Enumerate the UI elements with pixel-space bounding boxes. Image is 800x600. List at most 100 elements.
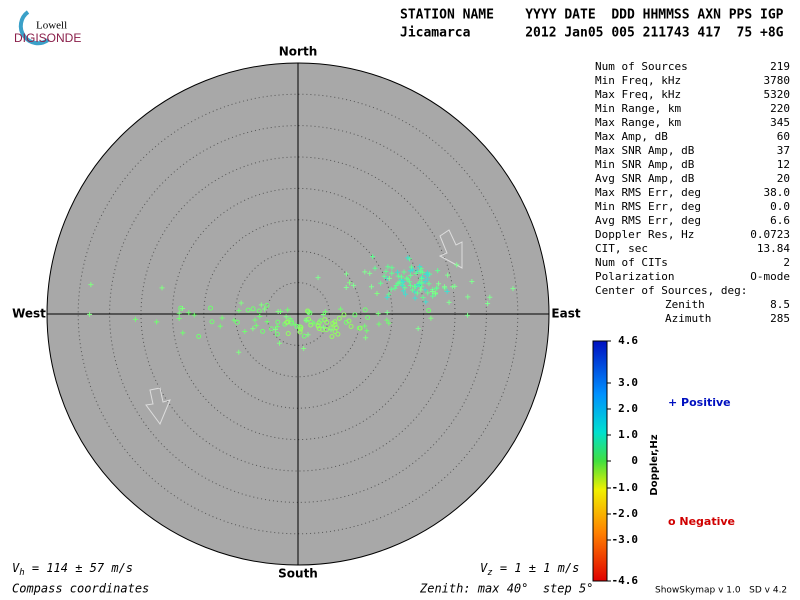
source-positive (469, 278, 475, 284)
stat-label: Max SNR Amp, dB (595, 144, 695, 157)
source-negative (285, 331, 291, 337)
stat-value: 2 (783, 256, 790, 269)
source-negative (209, 319, 215, 325)
colorbar-tick-label: 0 (631, 454, 638, 467)
source-negative (348, 323, 354, 329)
source-positive (275, 308, 281, 314)
stat-label: Max Freq, kHz (595, 88, 681, 101)
source-negative (268, 326, 274, 332)
source-positive (430, 293, 436, 299)
stat-value: 3780 (764, 74, 791, 87)
source-positive (510, 286, 516, 292)
source-positive (411, 283, 417, 289)
source-positive (444, 288, 450, 294)
source-positive (420, 295, 426, 301)
source-positive (389, 265, 395, 271)
source-positive (434, 285, 440, 291)
source-positive (395, 273, 401, 279)
colorbar-tick-label: 1.0 (618, 428, 638, 441)
source-positive (362, 269, 368, 275)
source-negative (264, 302, 270, 308)
source-positive (417, 268, 423, 274)
source-positive (351, 282, 357, 288)
source-positive (418, 287, 424, 293)
source-positive (362, 323, 368, 329)
colorbar (592, 340, 608, 582)
zenith-info: Zenith: max 40° step 5° (419, 582, 593, 596)
source-positive (408, 272, 414, 278)
source-negative (426, 308, 432, 314)
source-positive (301, 345, 307, 351)
source-positive (395, 280, 401, 286)
stat-value: 219 (770, 60, 790, 73)
source-negative (245, 307, 251, 313)
source-positive (485, 301, 491, 307)
direction-label: West (12, 307, 46, 321)
source-positive (436, 281, 442, 287)
source-positive (186, 310, 192, 316)
logo-top: Lowell (36, 20, 67, 32)
source-positive (303, 317, 309, 323)
source-positive (262, 306, 268, 312)
source-positive (219, 315, 225, 321)
source-positive (428, 315, 434, 321)
source-positive (442, 284, 448, 290)
source-positive (132, 316, 138, 322)
source-negative (352, 312, 358, 318)
source-positive (413, 270, 419, 276)
source-positive (420, 269, 426, 275)
source-positive (386, 291, 392, 297)
stat-value: 38.0 (764, 186, 791, 199)
source-positive (252, 317, 258, 323)
source-positive (424, 276, 430, 282)
source-positive (385, 264, 391, 270)
source-negative (301, 333, 307, 339)
source-positive (426, 281, 432, 287)
source-positive (242, 329, 248, 335)
source-negative (336, 315, 342, 321)
vz-text: = 1 ± 1 m/s (493, 561, 580, 575)
source-negative (298, 326, 304, 332)
source-positive (347, 280, 353, 286)
source-positive (320, 324, 326, 330)
source-positive (414, 290, 420, 296)
source-positive (87, 311, 93, 317)
source-positive (408, 264, 414, 270)
center-value: 8.5 (770, 298, 790, 311)
source-negative (260, 328, 266, 334)
source-positive (410, 267, 416, 273)
source-positive (384, 309, 390, 315)
source-positive (432, 290, 438, 296)
stat-label: Num of CITs (595, 256, 668, 269)
source-negative (208, 305, 214, 311)
stat-label: Doppler Res, Hz (595, 228, 694, 241)
source-positive (367, 270, 373, 276)
vh: Vh = 114 ± 57 m/s (12, 561, 133, 578)
source-negative (274, 331, 280, 337)
source-positive (418, 275, 424, 281)
source-positive (420, 274, 426, 280)
stat-label: Min SNR Amp, dB (595, 158, 695, 171)
source-positive (368, 284, 374, 290)
center-title: Center of Sources, deg: (595, 284, 747, 297)
source-negative (346, 318, 352, 324)
stat-label: Max Range, km (595, 116, 681, 129)
source-positive (305, 332, 311, 338)
source-positive (375, 311, 381, 317)
source-positive (376, 321, 382, 327)
source-positive (465, 312, 471, 318)
source-negative (285, 319, 291, 325)
header-line: STATION NAME YYYY DATE DDD HHMMSS AXN PP… (400, 8, 784, 23)
source-positive (311, 320, 317, 326)
source-positive (424, 270, 430, 276)
source-positive (392, 285, 398, 291)
source-positive (402, 291, 408, 297)
drift-arrow (145, 387, 171, 426)
source-positive (384, 294, 390, 300)
source-positive (386, 275, 392, 281)
source-positive (370, 254, 376, 260)
stat-value: O-mode (750, 270, 790, 283)
source-negative (332, 329, 338, 335)
source-negative (275, 319, 281, 325)
